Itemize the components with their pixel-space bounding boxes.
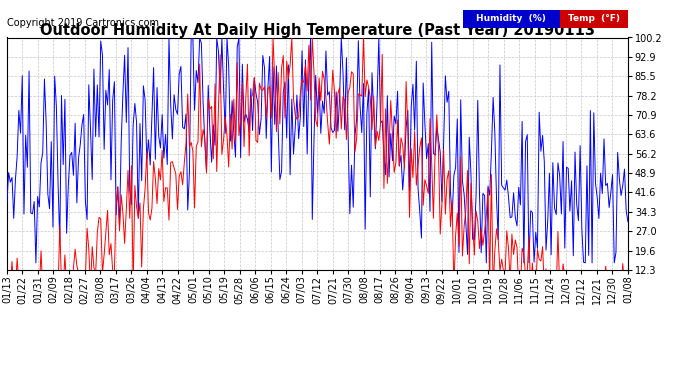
Text: Temp  (°F): Temp (°F) — [568, 14, 620, 23]
Text: Humidity  (%): Humidity (%) — [476, 14, 546, 23]
Title: Outdoor Humidity At Daily High Temperature (Past Year) 20190113: Outdoor Humidity At Daily High Temperatu… — [40, 22, 595, 38]
FancyBboxPatch shape — [560, 10, 628, 28]
FancyBboxPatch shape — [464, 10, 560, 28]
Text: Copyright 2019 Cartronics.com: Copyright 2019 Cartronics.com — [7, 18, 159, 28]
